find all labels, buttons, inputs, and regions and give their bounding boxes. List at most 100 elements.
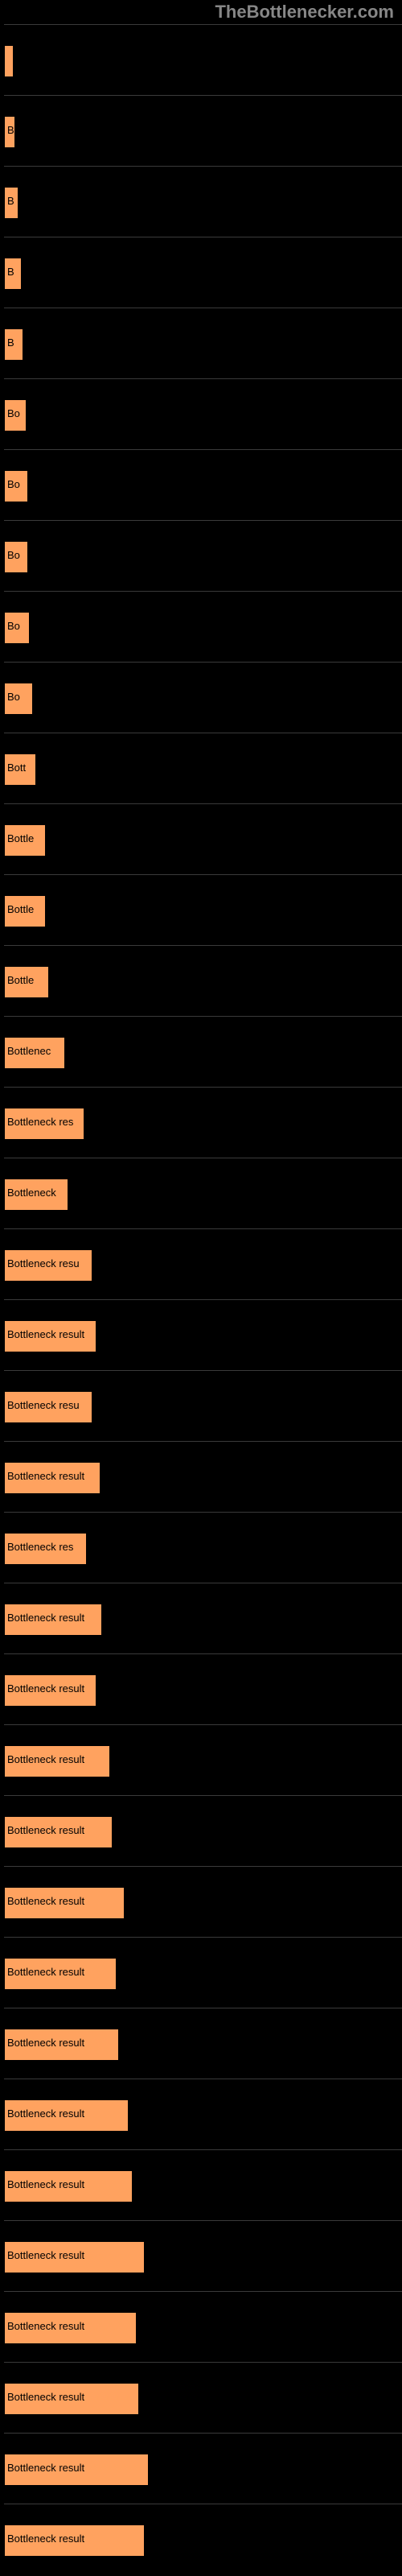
- bar-text: Bottlenec: [7, 1045, 51, 1057]
- bar-text: B: [7, 195, 14, 207]
- bar-row: Bo: [4, 662, 402, 733]
- bar-row: Bottleneck resu: [4, 1370, 402, 1441]
- bar-divider: [4, 2291, 402, 2292]
- bar-text: Bottleneck result: [7, 1682, 84, 1695]
- bar-row: Bottle: [4, 803, 402, 874]
- bar-text: Bottleneck resu: [7, 1257, 80, 1269]
- bar-row: Bo: [4, 520, 402, 591]
- bar-divider: [4, 166, 402, 167]
- bar-divider: [4, 2362, 402, 2363]
- bar-divider: [4, 378, 402, 379]
- bar-text: Bottleneck result: [7, 2391, 84, 2403]
- bar-text: Bottle: [7, 832, 34, 844]
- bar-text: B: [7, 336, 14, 349]
- bar-row: Bottleneck: [4, 1158, 402, 1228]
- bar-row: Bottleneck result: [4, 1937, 402, 2008]
- bar-divider: [4, 1795, 402, 1796]
- bar-divider: [4, 1441, 402, 1442]
- bar-row: Bo: [4, 378, 402, 449]
- bar-text: Bottleneck result: [7, 1612, 84, 1624]
- bar-text: Bottle: [7, 903, 34, 915]
- bar-text: Bottleneck result: [7, 1966, 84, 1978]
- bar-text: B: [7, 124, 14, 136]
- bar-text: Bottleneck res: [7, 1541, 73, 1553]
- bar-text: Bottleneck result: [7, 2037, 84, 2049]
- bar-row: B: [4, 237, 402, 308]
- bar-row: Bottleneck result: [4, 2008, 402, 2079]
- bar-text: Bottle: [7, 974, 34, 986]
- bar-divider: [4, 803, 402, 804]
- bar-text: Bottleneck result: [7, 1753, 84, 1765]
- bar-divider: [4, 1866, 402, 1867]
- bar-divider: [4, 1370, 402, 1371]
- bar-text: Bo: [7, 549, 20, 561]
- bar-text: Bottleneck res: [7, 1116, 73, 1128]
- bar-row: Bottleneck result: [4, 2079, 402, 2149]
- bar-row: Bottlenec: [4, 1016, 402, 1087]
- bar-text: Bottleneck result: [7, 2462, 84, 2474]
- bar-row: Bo: [4, 449, 402, 520]
- bar-row: Bottleneck res: [4, 1512, 402, 1583]
- bar-row: B: [4, 95, 402, 166]
- bar-text: Bottleneck result: [7, 2249, 84, 2261]
- bar-text: Bo: [7, 407, 20, 419]
- bar-row: Bottle: [4, 874, 402, 945]
- bar-divider: [4, 662, 402, 663]
- bar-row: Bottleneck result: [4, 1299, 402, 1370]
- bar-divider: [4, 591, 402, 592]
- bar-divider: [4, 1724, 402, 1725]
- bar-row: B: [4, 166, 402, 237]
- bar-row: B: [4, 308, 402, 378]
- bar-text: Bottleneck result: [7, 2107, 84, 2120]
- bar-divider: [4, 95, 402, 96]
- bar-text: Bo: [7, 620, 20, 632]
- watermark-text: TheBottlenecker.com: [215, 2, 394, 23]
- bar-row: Bott: [4, 733, 402, 803]
- bar-text: Bo: [7, 478, 20, 490]
- bar-divider: [4, 2149, 402, 2150]
- bar-text: B: [7, 266, 14, 278]
- bar-chart: B B B B Bo Bo Bo Bo Bo Bott Bottle Bottle Bottle Bott…: [0, 0, 402, 2574]
- bar-divider: [4, 1228, 402, 1229]
- bar-divider: [4, 1299, 402, 1300]
- bar-text: Bottleneck result: [7, 1824, 84, 1836]
- bar-row: Bottleneck result: [4, 2362, 402, 2433]
- bar-divider: [4, 1087, 402, 1088]
- bar-divider: [4, 24, 402, 25]
- bar-row: Bottleneck result: [4, 1441, 402, 1512]
- bar-text: Bottleneck: [7, 1187, 56, 1199]
- bar-row: Bottleneck result: [4, 1653, 402, 1724]
- bar-row: Bottleneck result: [4, 2291, 402, 2362]
- bar-divider: [4, 520, 402, 521]
- bar-text: Bottleneck result: [7, 1895, 84, 1907]
- bar-divider: [4, 945, 402, 946]
- bar-text: Bottleneck result: [7, 2320, 84, 2332]
- bar-divider: [4, 1937, 402, 1938]
- bar-text: Bott: [7, 762, 26, 774]
- bar-row: Bottleneck res: [4, 1087, 402, 1158]
- bar-text: Bottleneck resu: [7, 1399, 80, 1411]
- bar-row: Bottleneck result: [4, 1724, 402, 1795]
- bar-divider: [4, 2220, 402, 2221]
- bar-divider: [4, 2433, 402, 2434]
- bar-text: Bottleneck result: [7, 1470, 84, 1482]
- bar-row: Bottleneck result: [4, 2149, 402, 2220]
- bar-row: Bottleneck result: [4, 2220, 402, 2291]
- bar-text: Bottleneck result: [7, 2533, 84, 2545]
- bar-row: Bottleneck result: [4, 1866, 402, 1937]
- bar-text: Bottleneck result: [7, 2178, 84, 2190]
- bar-row: Bottleneck result: [4, 1583, 402, 1653]
- bar-divider: [4, 1653, 402, 1654]
- bar: [4, 45, 14, 77]
- bar-row: Bottleneck result: [4, 2504, 402, 2574]
- bar-row: [4, 24, 402, 95]
- bar-row: Bo: [4, 591, 402, 662]
- bar-divider: [4, 449, 402, 450]
- bar-row: Bottleneck resu: [4, 1228, 402, 1299]
- bar-divider: [4, 874, 402, 875]
- bar-divider: [4, 1016, 402, 1017]
- bar-text: Bottleneck result: [7, 1328, 84, 1340]
- bar-row: Bottle: [4, 945, 402, 1016]
- bar-divider: [4, 1512, 402, 1513]
- bar-row: Bottleneck result: [4, 1795, 402, 1866]
